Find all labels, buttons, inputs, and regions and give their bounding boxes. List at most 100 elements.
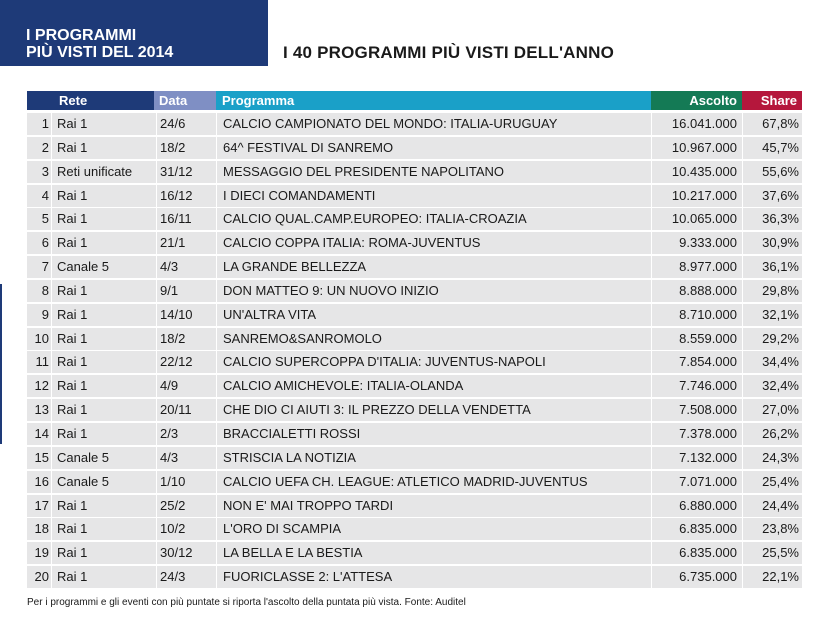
cell-programma: NON E' MAI TROPPO TARDI <box>216 494 651 517</box>
cell-rank: 17 <box>34 497 49 513</box>
row-number-divider <box>51 422 52 445</box>
footnote: Per i programmi e gli eventi con più pun… <box>27 597 466 608</box>
cell-ascolto: 8.977.000 <box>651 256 742 279</box>
cell-data: 16/11 <box>156 208 216 231</box>
cell-programma: MESSAGGIO DEL PRESIDENTE NAPOLITANO <box>216 160 651 183</box>
row-number-divider <box>51 160 52 183</box>
cell-rank: 12 <box>34 378 49 394</box>
cell-ascolto: 16.041.000 <box>651 113 742 135</box>
cell-programma: STRISCIA LA NOTIZIA <box>216 446 651 469</box>
table-row: 4 Rai 1 16/12 I DIECI COMANDAMENTI 10.217.00… <box>27 184 802 207</box>
table-header: Rete Data Programma Ascolto Share <box>27 91 802 110</box>
row-number-divider <box>51 375 52 398</box>
row-number-divider <box>51 327 52 350</box>
row-number-divider <box>51 446 52 469</box>
table-row: 18 Rai 1 10/2 L'ORO DI SCAMPIA 6.835.000 23,8… <box>27 518 802 541</box>
cell-share: 22,1% <box>742 566 802 589</box>
cell-data: 9/1 <box>156 279 216 302</box>
ratings-table: Rete Data Programma Ascolto Share 1 Rai 1… <box>27 91 802 590</box>
row-number-divider <box>51 279 52 302</box>
table-row: 20 Rai 1 24/3 FUORICLASSE 2: L'ATTESA 6.735.… <box>27 566 802 589</box>
header-data: Data <box>154 91 216 110</box>
cell-rank: 2 <box>41 139 49 155</box>
header-share: Share <box>742 91 802 110</box>
row-number-divider <box>51 136 52 159</box>
cell-ascolto: 8.559.000 <box>651 327 742 350</box>
cell-rete: Rai 1 <box>57 402 88 418</box>
cell-data: 22/12 <box>156 351 216 374</box>
cell-rete: Canale 5 <box>57 449 110 465</box>
cell-programma: BRACCIALETTI ROSSI <box>216 422 651 445</box>
row-number-divider <box>51 542 52 565</box>
table-row: 7 Canale 5 4/3 LA GRANDE BELLEZZA 8.977.000 3… <box>27 256 802 279</box>
cell-data: 4/9 <box>156 375 216 398</box>
cell-share: 24,4% <box>742 494 802 517</box>
row-number-divider <box>51 518 52 541</box>
cell-programma: LA GRANDE BELLEZZA <box>216 256 651 279</box>
cell-programma: I DIECI COMANDAMENTI <box>216 184 651 207</box>
cell-ascolto: 10.435.000 <box>651 160 742 183</box>
cell-share: 37,6% <box>742 184 802 207</box>
cell-data: 30/12 <box>156 542 216 565</box>
row-number-divider <box>51 399 52 422</box>
cell-data: 24/3 <box>156 566 216 589</box>
cell-share: 29,2% <box>742 327 802 350</box>
cell-share: 30,9% <box>742 232 802 255</box>
cell-rete: Rai 1 <box>57 187 88 203</box>
table-row: 17 Rai 1 25/2 NON E' MAI TROPPO TARDI 6.880.… <box>27 494 802 517</box>
cell-share: 36,1% <box>742 256 802 279</box>
cell-share: 55,6% <box>742 160 802 183</box>
cell-rete: Reti unificate <box>57 163 133 179</box>
table-row: 8 Rai 1 9/1 DON MATTEO 9: UN NUOVO INIZIO 8.… <box>27 279 802 302</box>
cell-rete: Rai 1 <box>57 282 88 298</box>
cell-ascolto: 8.710.000 <box>651 303 742 326</box>
cell-ascolto: 6.835.000 <box>651 518 742 541</box>
cell-data: 4/3 <box>156 256 216 279</box>
cell-programma: UN'ALTRA VITA <box>216 303 651 326</box>
cell-programma: SANREMO&SANROMOLO <box>216 327 651 350</box>
cell-ascolto: 8.888.000 <box>651 279 742 302</box>
cell-rank: 9 <box>41 306 49 322</box>
header-programma: Programma <box>216 91 651 110</box>
cell-rank: 14 <box>34 425 49 441</box>
cell-rete: Rai 1 <box>57 378 88 394</box>
cell-data: 25/2 <box>156 494 216 517</box>
cell-data: 4/3 <box>156 446 216 469</box>
cell-data: 18/2 <box>156 136 216 159</box>
row-number-divider <box>51 470 52 493</box>
cell-ascolto: 7.071.000 <box>651 470 742 493</box>
cell-programma: CHE DIO CI AIUTI 3: IL PREZZO DELLA VEND… <box>216 399 651 422</box>
table-row: 14 Rai 1 2/3 BRACCIALETTI ROSSI 7.378.000 26,… <box>27 422 802 445</box>
cell-programma: CALCIO UEFA CH. LEAGUE: ATLETICO MADRID-… <box>216 470 651 493</box>
cell-programma: CALCIO CAMPIONATO DEL MONDO: ITALIA-URUG… <box>216 113 651 135</box>
cell-rank: 3 <box>41 163 49 179</box>
table-row: 6 Rai 1 21/1 CALCIO COPPA ITALIA: ROMA-JUVE… <box>27 232 802 255</box>
cell-data: 16/12 <box>156 184 216 207</box>
cell-ascolto: 10.217.000 <box>651 184 742 207</box>
cell-ascolto: 6.735.000 <box>651 566 742 589</box>
row-number-divider <box>51 113 52 135</box>
cell-rank: 16 <box>34 473 49 489</box>
row-number-divider <box>51 232 52 255</box>
cell-rank: 1 <box>41 116 49 131</box>
cell-rete: Rai 1 <box>57 139 88 155</box>
cell-rete: Rai 1 <box>57 235 88 251</box>
table-row: 10 Rai 1 18/2 SANREMO&SANROMOLO 8.559.000 29,… <box>27 327 802 350</box>
cell-data: 1/10 <box>156 470 216 493</box>
cell-rete: Rai 1 <box>57 521 88 537</box>
cell-ascolto: 9.333.000 <box>651 232 742 255</box>
cell-ascolto: 10.967.000 <box>651 136 742 159</box>
table-row: 1 Rai 1 24/6 CALCIO CAMPIONATO DEL MONDO: I… <box>27 113 802 135</box>
title-box: I PROGRAMMI PIÙ VISTI DEL 2014 <box>0 0 268 66</box>
table-row: 13 Rai 1 20/11 CHE DIO CI AIUTI 3: IL PREZZ… <box>27 399 802 422</box>
cell-rank: 7 <box>41 259 49 275</box>
cell-rete: Rai 1 <box>57 497 88 513</box>
cell-programma: FUORICLASSE 2: L'ATTESA <box>216 566 651 589</box>
cell-rank: 15 <box>34 449 49 465</box>
table-row: 16 Canale 5 1/10 CALCIO UEFA CH. LEAGUE: AT… <box>27 470 802 493</box>
table-row: 15 Canale 5 4/3 STRISCIA LA NOTIZIA 7.132.00… <box>27 446 802 469</box>
cell-share: 25,5% <box>742 542 802 565</box>
cell-share: 45,7% <box>742 136 802 159</box>
cell-data: 14/10 <box>156 303 216 326</box>
cell-rete: Rai 1 <box>57 425 88 441</box>
